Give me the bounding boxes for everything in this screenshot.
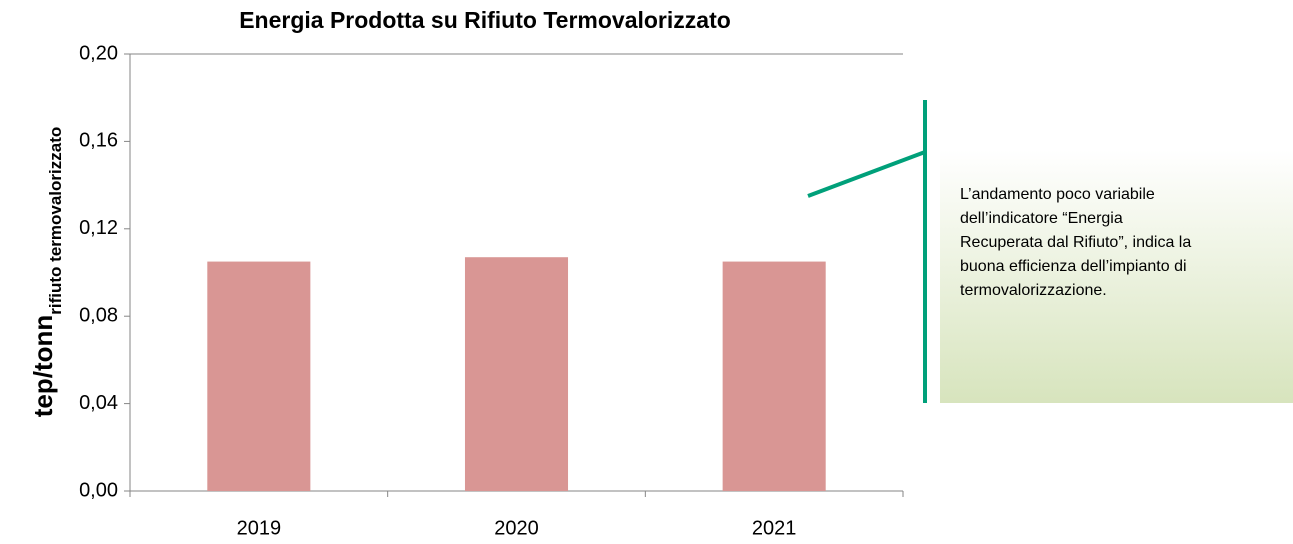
- y-tick-label: 0,16: [79, 130, 118, 152]
- annotation-text: Recuperata dal Rifiuto”, indica la: [960, 234, 1191, 251]
- x-tick-label: 2021: [752, 517, 797, 539]
- y-tick-label: 0,20: [79, 42, 118, 64]
- x-tick-label: 2020: [494, 517, 539, 539]
- annotation-box: [940, 150, 1293, 403]
- annotation-text: termovalorizzazione.: [960, 282, 1107, 299]
- bar: [464, 257, 569, 491]
- annotation-pointer: [807, 150, 926, 198]
- annotation-text: L’andamento poco variabile: [960, 186, 1155, 203]
- chart-title: Energia Prodotta su Rifiuto Termovaloriz…: [239, 7, 731, 33]
- y-tick-label: 0,04: [79, 392, 118, 414]
- bar: [207, 261, 311, 491]
- x-tick-label: 2019: [237, 517, 282, 539]
- y-tick-label: 0,00: [79, 479, 118, 501]
- y-axis-label: tep/tonnrifiuto termovalorizzato: [28, 127, 66, 418]
- y-tick-label: 0,08: [79, 304, 118, 326]
- bar: [722, 261, 826, 491]
- annotation-text: buona efficienza dell’impianto di: [960, 258, 1187, 275]
- y-label-main: tep/tonn: [28, 315, 58, 418]
- y-tick-label: 0,12: [79, 217, 118, 239]
- y-label-subscript: rifiuto termovalorizzato: [46, 127, 65, 315]
- annotation-text: dell’indicatore “Energia: [960, 210, 1123, 227]
